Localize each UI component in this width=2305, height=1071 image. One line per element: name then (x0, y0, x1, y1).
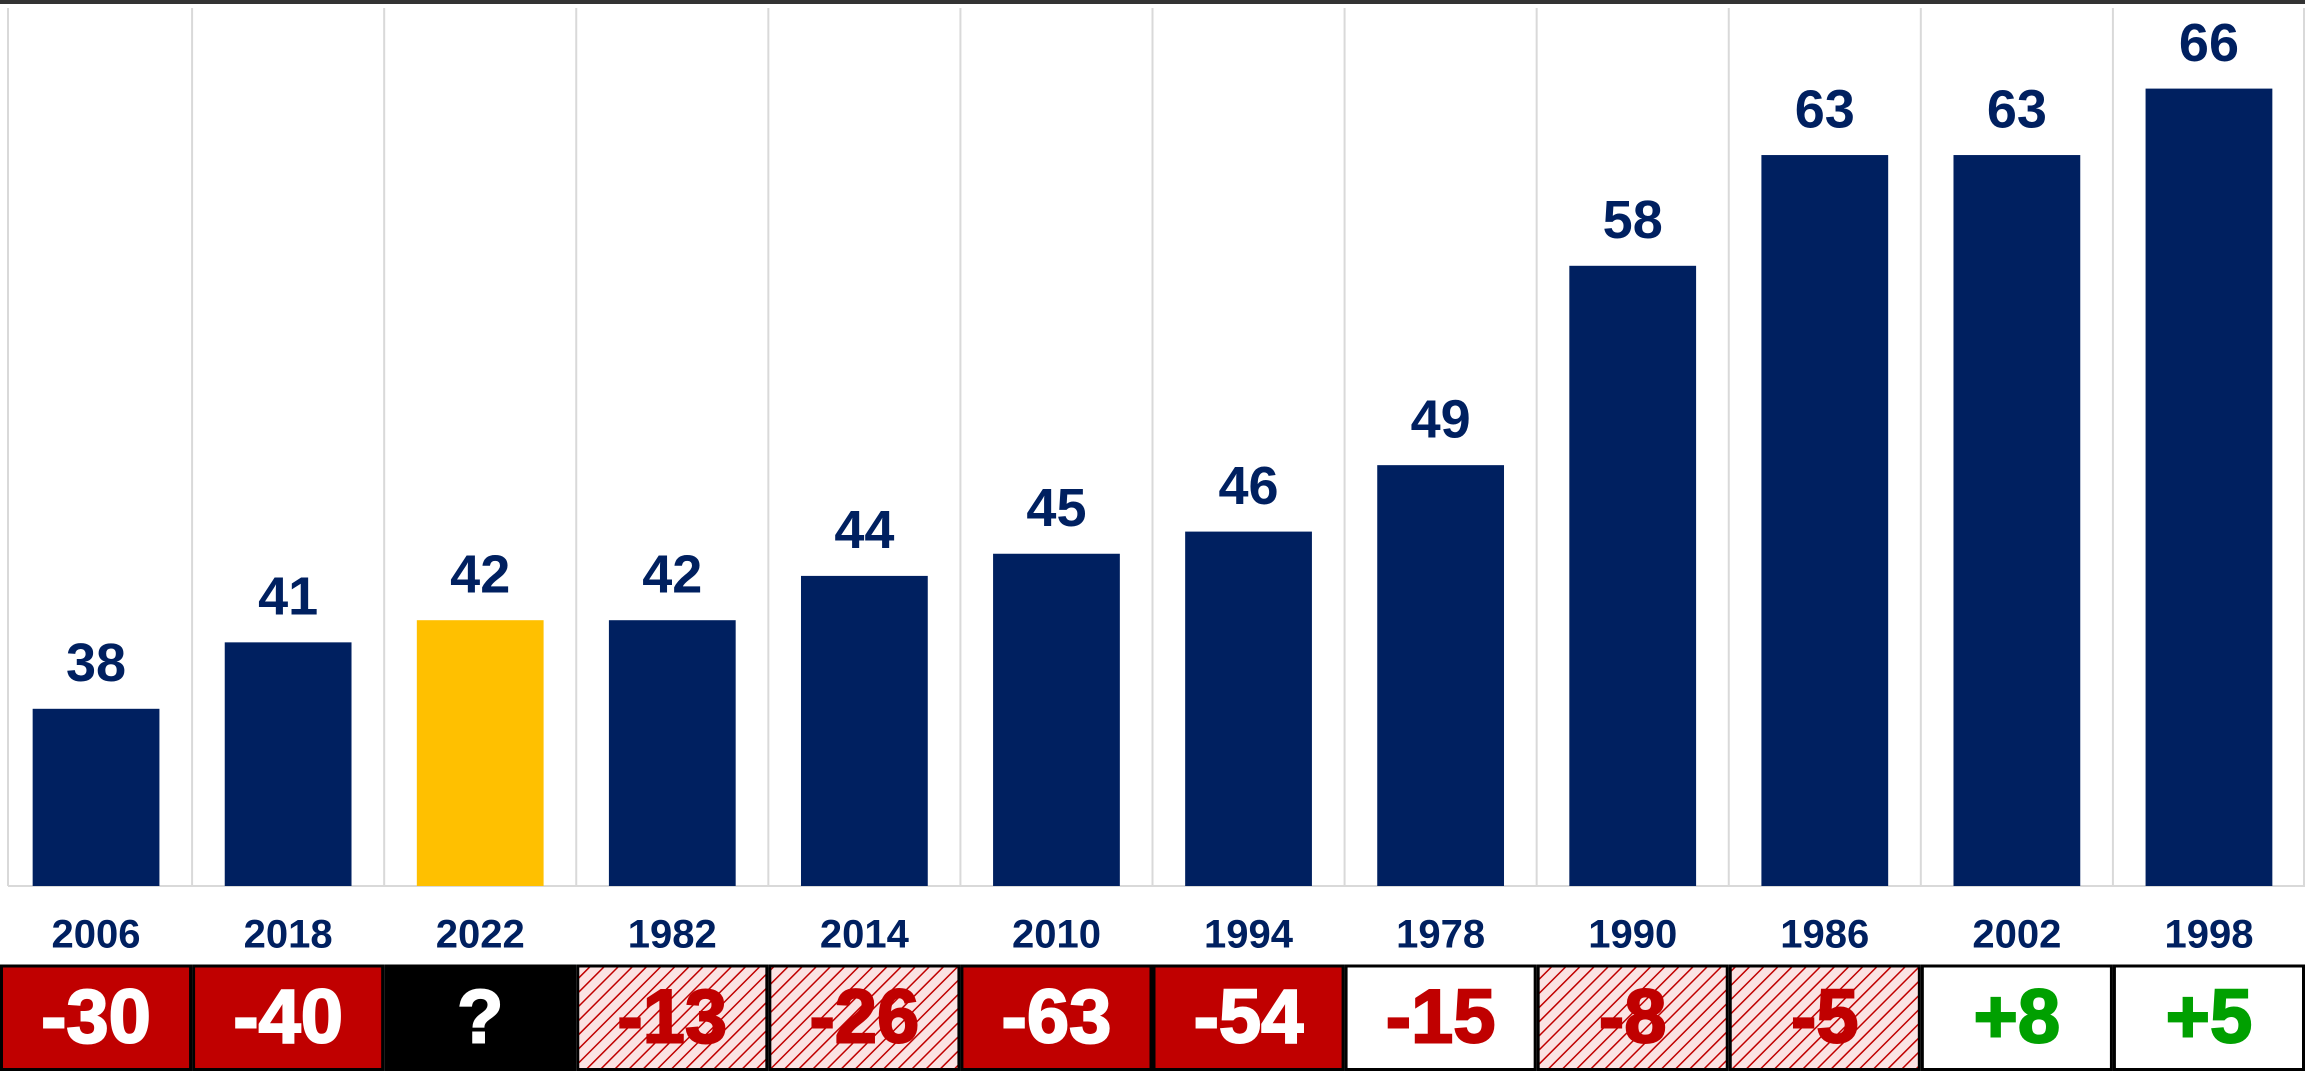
change-box (768, 964, 961, 1071)
change-box (384, 964, 577, 1071)
bar (2145, 88, 2273, 887)
x-tick-label: 1998 (2164, 913, 2253, 957)
change-box (1344, 964, 1537, 1071)
value-label: 41 (258, 567, 318, 627)
value-label: 44 (834, 500, 894, 560)
bar (1185, 531, 1312, 886)
value-label: 46 (1219, 456, 1279, 516)
change-label: +5 (2166, 975, 2253, 1060)
change-label: -30 (41, 975, 151, 1060)
change-box (1728, 964, 1921, 1071)
change-box (1920, 964, 2113, 1071)
change-box (192, 964, 385, 1071)
change-box (960, 964, 1153, 1071)
change-box (1152, 964, 1345, 1071)
bar (1953, 155, 2081, 887)
value-label: 42 (450, 544, 510, 604)
x-tick-label: 1978 (1396, 913, 1485, 957)
top-strip (0, 0, 2305, 4)
change-label: ? (457, 975, 503, 1060)
value-label: 66 (2179, 13, 2239, 73)
x-tick-label: 1994 (1204, 913, 1294, 957)
x-tick-label: 2002 (1972, 913, 2061, 957)
value-label: 45 (1026, 478, 1086, 538)
bar (993, 553, 1120, 886)
value-label: 38 (66, 633, 126, 693)
change-label: -5 (1791, 975, 1859, 1060)
value-label: 49 (1411, 389, 1471, 449)
change-label: -13 (617, 975, 727, 1060)
change-box (2112, 964, 2305, 1071)
bar (1377, 465, 1505, 886)
change-label: -26 (809, 975, 919, 1060)
value-label: 58 (1603, 190, 1663, 250)
change-label: -54 (1194, 975, 1304, 1060)
x-tick-label: 2014 (820, 913, 910, 957)
x-tick-label: 2022 (436, 913, 525, 957)
x-tick-label: 1990 (1588, 913, 1677, 957)
x-tick-label: 1986 (1780, 913, 1869, 957)
change-label: +8 (1974, 975, 2061, 1060)
change-box (1536, 964, 1729, 1071)
change-box (0, 964, 193, 1071)
bar (1569, 265, 1697, 886)
bar (608, 620, 736, 886)
x-tick-label: 2010 (1012, 913, 1101, 957)
change-label: -63 (1002, 975, 1112, 1060)
value-label: 63 (1795, 79, 1855, 139)
change-label: -40 (233, 975, 343, 1060)
change-box (576, 964, 769, 1071)
value-label: 63 (1987, 79, 2047, 139)
bar (224, 642, 352, 886)
x-tick-label: 1982 (628, 913, 717, 957)
bar (32, 708, 160, 886)
bar (416, 620, 544, 886)
change-label: -15 (1386, 975, 1496, 1060)
change-label: -8 (1599, 975, 1667, 1060)
bar (1761, 155, 1889, 887)
x-tick-label: 2006 (52, 913, 141, 957)
value-label: 42 (642, 544, 702, 604)
bar (800, 575, 928, 886)
x-tick-label: 2018 (244, 913, 333, 957)
